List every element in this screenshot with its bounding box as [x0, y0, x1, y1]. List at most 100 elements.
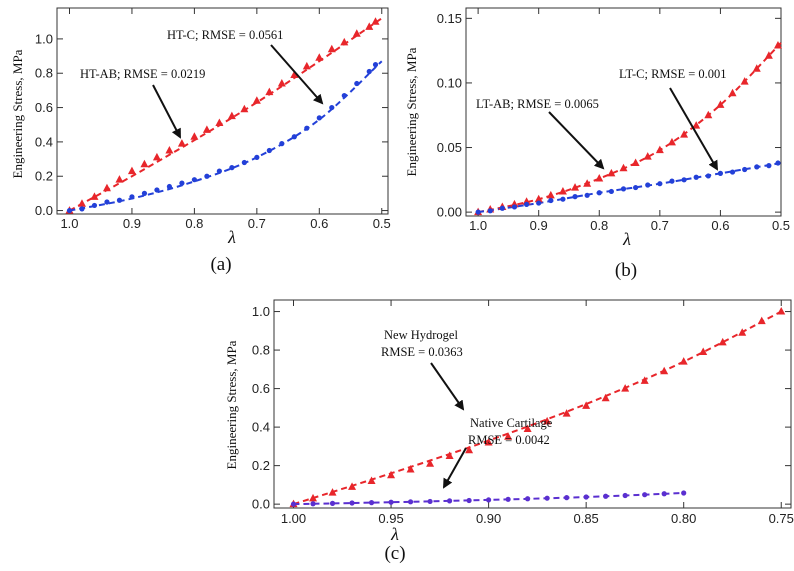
panel-a-point-ht-c [252, 96, 261, 104]
panel-a-point-ht-c [115, 175, 124, 183]
panel-c-label-cartilage-rmse: RMSE = 0.0042 [468, 433, 550, 447]
panel-b-point-lt-ab [704, 110, 713, 119]
panel-a-point-ht-c [302, 61, 311, 70]
panel-c-point-new-hydrogel [601, 393, 610, 402]
panel-a-point-ht-c [202, 125, 211, 133]
panel-c-point-new-hydrogel [640, 376, 649, 384]
panel-a-point-ht-ab [316, 115, 322, 121]
panel-c-point-native-cartilage [486, 497, 492, 503]
panel-a-xtick-label: 0.7 [248, 216, 266, 231]
panel-b-point-lt-c [536, 200, 542, 206]
panel-c-point-new-hydrogel [426, 459, 435, 467]
panel-c-point-new-hydrogel [699, 347, 708, 355]
panel-a-point-ht-ab [354, 80, 360, 87]
panel-b-point-lt-c [596, 190, 602, 196]
panel-a-point-ht-ab [304, 125, 310, 131]
panel-c-xtick-label: 0.75 [769, 511, 794, 526]
panel-c-point-new-hydrogel [582, 401, 591, 409]
panel-a-point-ht-ab [266, 147, 272, 154]
panel-a-ytick-label: 0.2 [35, 169, 53, 184]
panel-b-point-lt-ab [728, 88, 737, 97]
panel-c-point-new-hydrogel [484, 438, 493, 446]
panel-a-point-ht-c [102, 183, 111, 192]
panel-c-ytick-label: 1.0 [252, 304, 270, 319]
panel-a-ytick-label: 0.4 [35, 134, 53, 149]
panel-b-xtick-label: 0.6 [711, 218, 729, 233]
panel-c-point-new-hydrogel [309, 493, 318, 502]
panel-a-plot-area: 1.0 0.9 0.8 0.7 0.6 0.5 0.0 0.2 0.4 0.6 0.8 1.0 [35, 7, 391, 231]
panel-b-point-lt-ab [764, 51, 773, 59]
panel-c-frame [273, 299, 792, 509]
panel-c-point-native-cartilage [505, 496, 511, 502]
panel-a-point-ht-ab [179, 180, 185, 186]
panel-a-point-ht-c [365, 22, 374, 30]
panel-b-point-lt-c [693, 174, 699, 180]
panel-b-point-lt-c [645, 182, 651, 188]
panel-c-point-new-hydrogel [328, 488, 337, 496]
panel-b-point-lt-c [766, 163, 772, 169]
panel-c-point-native-cartilage [388, 499, 394, 505]
panel-a-xtick-label: 1.0 [60, 216, 78, 231]
panel-a-xtick-label: 0.9 [123, 216, 141, 231]
panel-b-point-lt-c [717, 170, 724, 176]
panel-c-xtick-label: 0.80 [671, 511, 696, 526]
panel-b-point-lt-ab [546, 190, 555, 199]
panel-a-xtick-label: 0.5 [373, 216, 391, 231]
panel-a-point-ht-c [340, 37, 349, 46]
panel-a-point-ht-ab [241, 159, 247, 166]
panel-b-point-lt-ab [773, 40, 782, 49]
panel-b-caption: (b) [615, 260, 637, 281]
panel-b-point-lt-c [742, 166, 748, 173]
panel-b-point-lt-c [657, 181, 663, 187]
panel-a-point-ht-ab [141, 190, 148, 196]
panel-a-ytick-label: 1.0 [35, 31, 53, 46]
panel-b-point-lt-c [705, 173, 711, 179]
panel-b-point-lt-ab [558, 186, 567, 195]
panel-a-label-ht-c: HT-C; RMSE = 0.0561 [167, 28, 283, 42]
panel-c-point-new-hydrogel [718, 337, 727, 346]
panel-a-point-ht-c [371, 17, 380, 25]
panel-a-point-ht-c [77, 199, 86, 207]
panel-b-point-lt-ab [740, 77, 749, 85]
panel-b-point-lt-c [523, 201, 530, 207]
panel-c-ytick-label: 0.2 [252, 458, 270, 473]
panel-a-point-ht-ab [279, 141, 285, 147]
panel-a-point-ht-c [90, 192, 99, 200]
panel-b-xtick-label: 0.9 [530, 218, 548, 233]
panel-c-label-cartilage-name: Native Cartilage [470, 416, 553, 430]
panel-a-point-ht-ab [79, 206, 85, 212]
panel-c-point-native-cartilage [427, 498, 433, 505]
panel-c-point-new-hydrogel [660, 366, 669, 375]
panel-c-ytick-label: 0.4 [252, 420, 270, 435]
panel-b-point-lt-ab [752, 64, 761, 72]
panel-b-point-lt-c [499, 205, 505, 211]
panel-b-xtick-label: 1.0 [469, 218, 487, 233]
panel-c-point-native-cartilage [329, 500, 336, 506]
panel-b-point-lt-ab [595, 174, 604, 182]
panel-a-caption: (a) [210, 254, 231, 275]
panel-b-frame [465, 7, 782, 217]
panel-a-point-ht-ab [372, 62, 379, 68]
panel-b-xtick-label: 0.8 [590, 218, 608, 233]
panel-a-point-ht-ab [116, 197, 123, 203]
panel-c-point-new-hydrogel [504, 432, 513, 440]
panel-c-point-new-hydrogel [621, 384, 630, 392]
panel-b-ytick-label: 0.05 [437, 140, 462, 155]
panel-a-xtick-label: 0.6 [310, 216, 328, 231]
panel-b-point-lt-ab [607, 168, 616, 177]
panel-c-label-hydrogel-rmse: RMSE = 0.0363 [381, 345, 463, 359]
panel-a-point-ht-c [140, 159, 149, 168]
panel-c-point-native-cartilage [407, 499, 414, 505]
panel-c-arrow-hydrogel [430, 362, 465, 411]
panel-b-point-lt-c [487, 208, 493, 214]
panel-c-xtick-label: 0.90 [476, 511, 501, 526]
panel-b-point-lt-ab [655, 145, 664, 154]
panel-a-ytick-label: 0.0 [35, 203, 53, 218]
panel-a-ytick-label: 0.6 [35, 100, 53, 115]
panel-a-point-ht-ab [104, 199, 110, 205]
panel-a-point-ht-c [177, 139, 186, 147]
panel-c-xtick-label: 0.85 [573, 511, 598, 526]
panel-a-point-ht-ab [191, 177, 197, 183]
panel-c-point-new-hydrogel [406, 464, 415, 473]
panel-a-xtick-label: 0.8 [185, 216, 203, 231]
